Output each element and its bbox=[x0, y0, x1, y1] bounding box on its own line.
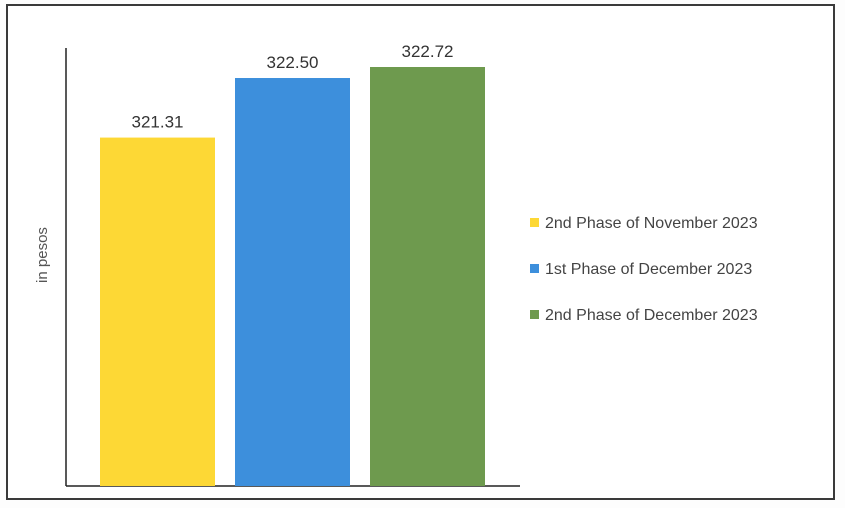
legend: 2nd Phase of November 2023 1st Phase of D… bbox=[530, 215, 758, 324]
legend-swatch-1 bbox=[530, 218, 539, 227]
bar-3 bbox=[370, 67, 485, 486]
legend-swatch-3 bbox=[530, 310, 539, 319]
value-label-2: 322.50 bbox=[267, 53, 319, 72]
value-label-1: 321.31 bbox=[132, 113, 184, 132]
value-label-3: 322.72 bbox=[402, 42, 454, 61]
legend-label-1: 2nd Phase of November 2023 bbox=[545, 215, 758, 232]
bar-2 bbox=[235, 78, 350, 486]
legend-label-2: 1st Phase of December 2023 bbox=[545, 261, 752, 278]
bar-1 bbox=[100, 137, 215, 486]
y-axis-title: in pesos bbox=[34, 227, 51, 283]
value-labels-group: 321.31 322.50 322.72 bbox=[132, 42, 454, 132]
bars-group bbox=[100, 67, 485, 486]
legend-label-3: 2nd Phase of December 2023 bbox=[545, 307, 758, 324]
legend-swatch-2 bbox=[530, 264, 539, 273]
